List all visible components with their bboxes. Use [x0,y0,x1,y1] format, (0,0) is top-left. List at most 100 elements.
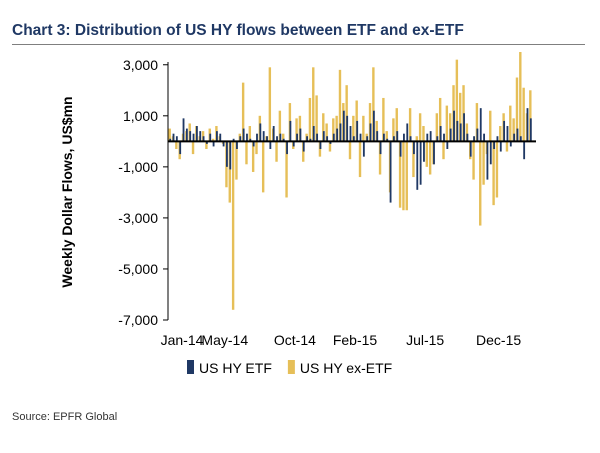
bar-etf [282,138,285,142]
y-tick-label: 3,000 [123,57,158,73]
bar-etf [446,141,449,149]
y-tick-label: -3,000 [118,210,158,226]
bar-ex-etf [472,141,475,180]
bar-etf [466,133,469,142]
bar-ex-etf [332,118,335,142]
bar-ex-etf [285,141,288,198]
bar-ex-etf [405,141,408,211]
bar-etf [403,133,405,142]
bar-ex-etf [458,92,462,142]
bar-etf [309,138,312,142]
bar-ex-etf [275,141,278,162]
legend-label: US HY ETF [199,360,272,376]
title-divider [12,44,585,45]
bar-etf [269,141,272,149]
bar-ex-etf [312,67,315,142]
bar-ex-etf [325,123,328,142]
bar-ex-etf [418,113,422,142]
bar-etf [276,136,278,142]
bar-ex-etf [308,97,312,142]
bar-etf [199,131,202,142]
bar-etf [179,141,182,155]
bar-etf [513,133,516,142]
bar-etf [289,120,292,142]
bar-etf [349,126,352,142]
bar-etf [369,123,372,142]
source-note: Source: EPFR Global [12,411,118,423]
bar-etf [209,133,212,142]
bar-etf [399,141,402,157]
bar-etf [222,141,225,147]
bar-ex-etf [328,141,332,152]
bar-ex-etf [278,110,282,142]
bar-etf [406,123,409,142]
bar-ex-etf [482,141,485,185]
bar-etf [366,136,369,142]
bar-ex-etf [392,118,395,142]
bar-etf [266,136,268,142]
bar-etf [396,131,399,142]
bars [168,52,532,310]
bar-etf [392,136,395,142]
bar-etf [205,141,208,144]
bar-ex-etf [368,103,372,142]
x-tick-label: May-14 [201,332,248,348]
bar-etf [256,133,258,142]
bar-etf [259,123,262,142]
bar-ex-etf [489,110,492,142]
bar-etf [239,136,242,142]
bar-etf [376,131,379,142]
bar-etf [359,133,362,142]
bar-ex-etf [505,141,509,152]
bar-etf [469,141,472,157]
bar-etf [249,138,252,142]
bar-ex-etf [205,141,208,149]
bar-ex-etf [445,105,449,142]
bar-etf [192,133,195,142]
bar-ex-etf [428,141,432,175]
bar-ex-etf [425,141,429,167]
bar-ex-etf [455,59,459,142]
y-tick-label: -7,000 [118,312,158,328]
bar-ex-etf [522,87,525,142]
bar-etf [236,141,238,149]
bar-ex-etf [442,141,445,160]
bar-etf [169,138,172,142]
bar-etf [436,136,439,142]
bar-etf [523,141,526,160]
bar-etf [316,133,319,142]
bar-ex-etf [492,141,495,206]
bar-etf [229,141,232,170]
bar-etf [219,133,222,142]
x-tick-label: Jul-15 [406,332,444,348]
bar-etf [272,126,275,142]
bar-etf [336,128,339,142]
bar-etf [433,141,435,165]
bar-ex-etf [422,126,425,142]
y-tick-label: -5,000 [118,261,158,277]
bar-etf [262,131,265,142]
bar-ex-etf [479,141,482,226]
bar-ex-etf [168,128,171,142]
bar-etf [379,141,382,155]
bar-ex-etf [245,141,248,165]
bar-ex-etf [398,141,402,208]
bar-ex-etf [251,141,255,172]
bar-ex-etf [322,113,325,142]
bar-etf [279,133,282,142]
bar-ex-etf [475,103,479,142]
bar-ex-etf [465,123,469,142]
axes: 3,000 1,000 -1,000 -3,000 -5,000 -7,000Jan-14… [118,57,521,348]
bar-etf [459,123,462,142]
chart-title: Chart 3: Distribution of US HY flows bet… [12,22,464,39]
bar-etf [226,141,228,167]
bar-ex-etf [412,141,415,178]
bar-etf [302,141,305,152]
bar-etf [413,141,415,155]
bar-etf [486,141,489,180]
bar-etf [409,136,412,142]
bar-ex-etf [435,113,439,142]
bar-ex-etf [211,138,215,142]
bar-etf [449,128,452,142]
bar-ex-etf [338,69,342,142]
